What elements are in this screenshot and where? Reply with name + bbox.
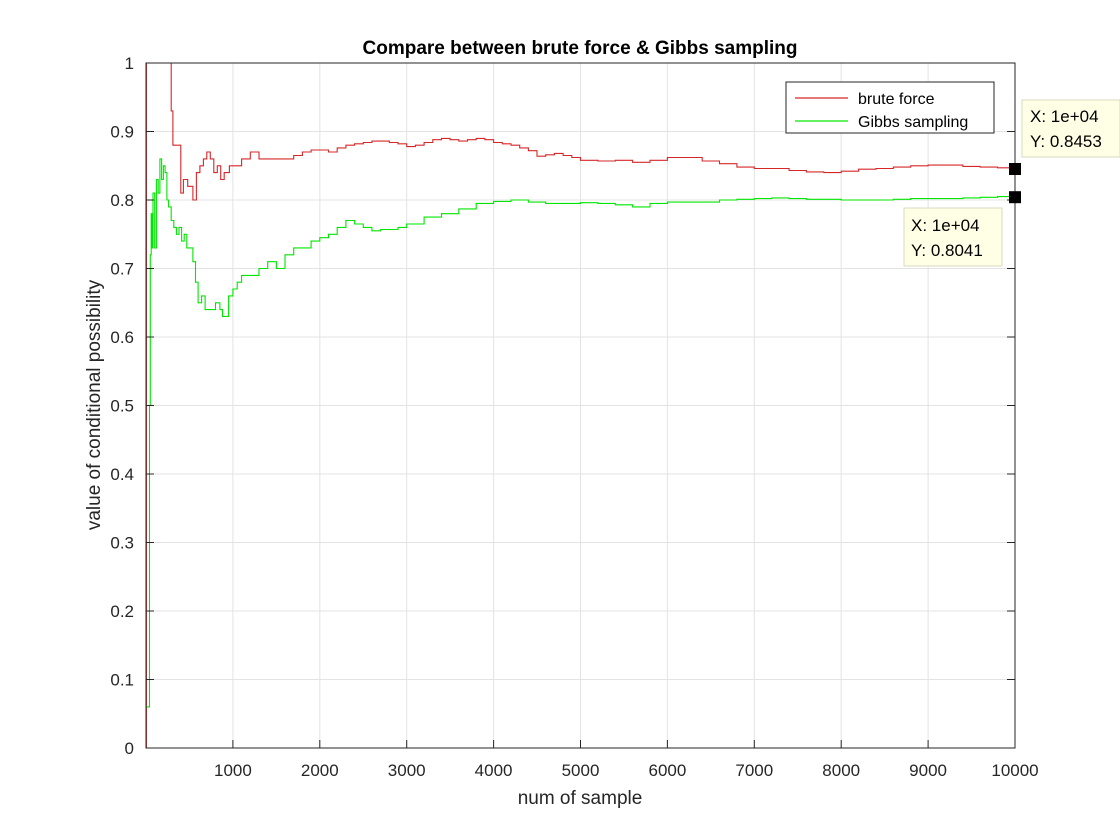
y-tick-label: 1 [125,54,134,73]
legend-label-gibbs-sampling: Gibbs sampling [858,114,968,131]
x-tick-label: 5000 [562,761,600,780]
x-tick-label: 10000 [991,761,1038,780]
datatip-box [903,207,1003,267]
y-tick-label: 0 [125,739,134,758]
series-layer [145,62,1016,749]
datatip-marker[interactable] [1009,163,1021,175]
y-tick-label: 0.8 [110,191,134,210]
grid [146,62,1016,749]
x-axis-title: num of sample [518,788,643,809]
x-tick-label: 9000 [909,761,947,780]
datatip-x: X: 1e+04 [1030,107,1099,126]
ticks: 1000 2000 3000 4000 5000 6000 7000 8000 9000 1000… [110,54,1038,780]
x-tick-label: 2000 [301,761,339,780]
x-tick-label: 7000 [735,761,773,780]
y-tick-label: 0.4 [110,465,134,484]
y-tick-label: 0.3 [110,534,134,553]
datatip-y: Y: 0.8041 [911,241,983,260]
y-tick-label: 0.1 [110,671,134,690]
x-tick-label: 3000 [388,761,426,780]
datatip-box [1021,99,1120,158]
x-tick-label: 6000 [648,761,686,780]
datatip-y: Y: 0.8453 [1030,132,1102,151]
chart-title: Compare between brute force & Gibbs samp… [363,38,798,59]
y-axis-title: value of conditional possibility [84,279,105,530]
series-line-gibbs-sampling [146,158,1016,708]
x-tick-label: 1000 [214,761,252,780]
legend[interactable]: brute force Gibbs sampling [785,81,995,134]
legend-label-brute-force: brute force [858,91,935,108]
y-tick-label: 0.7 [110,260,134,279]
y-tick-label: 0.9 [110,123,134,142]
y-tick-label: 0.5 [110,397,134,416]
x-tick-label: 4000 [475,761,513,780]
datatip-marker[interactable] [1009,191,1021,204]
legend-box [785,81,995,134]
y-tick-label: 0.6 [110,328,134,347]
datatip-x: X: 1e+04 [911,216,980,235]
datatip-brute-force[interactable]: X: 1e+04 Y: 0.8453 [1009,99,1120,175]
x-tick-label: 8000 [822,761,860,780]
series-line-brute-force [145,62,1016,749]
datatip-gibbs-sampling[interactable]: X: 1e+04 Y: 0.8041 [903,191,1021,267]
y-tick-label: 0.2 [110,602,134,621]
